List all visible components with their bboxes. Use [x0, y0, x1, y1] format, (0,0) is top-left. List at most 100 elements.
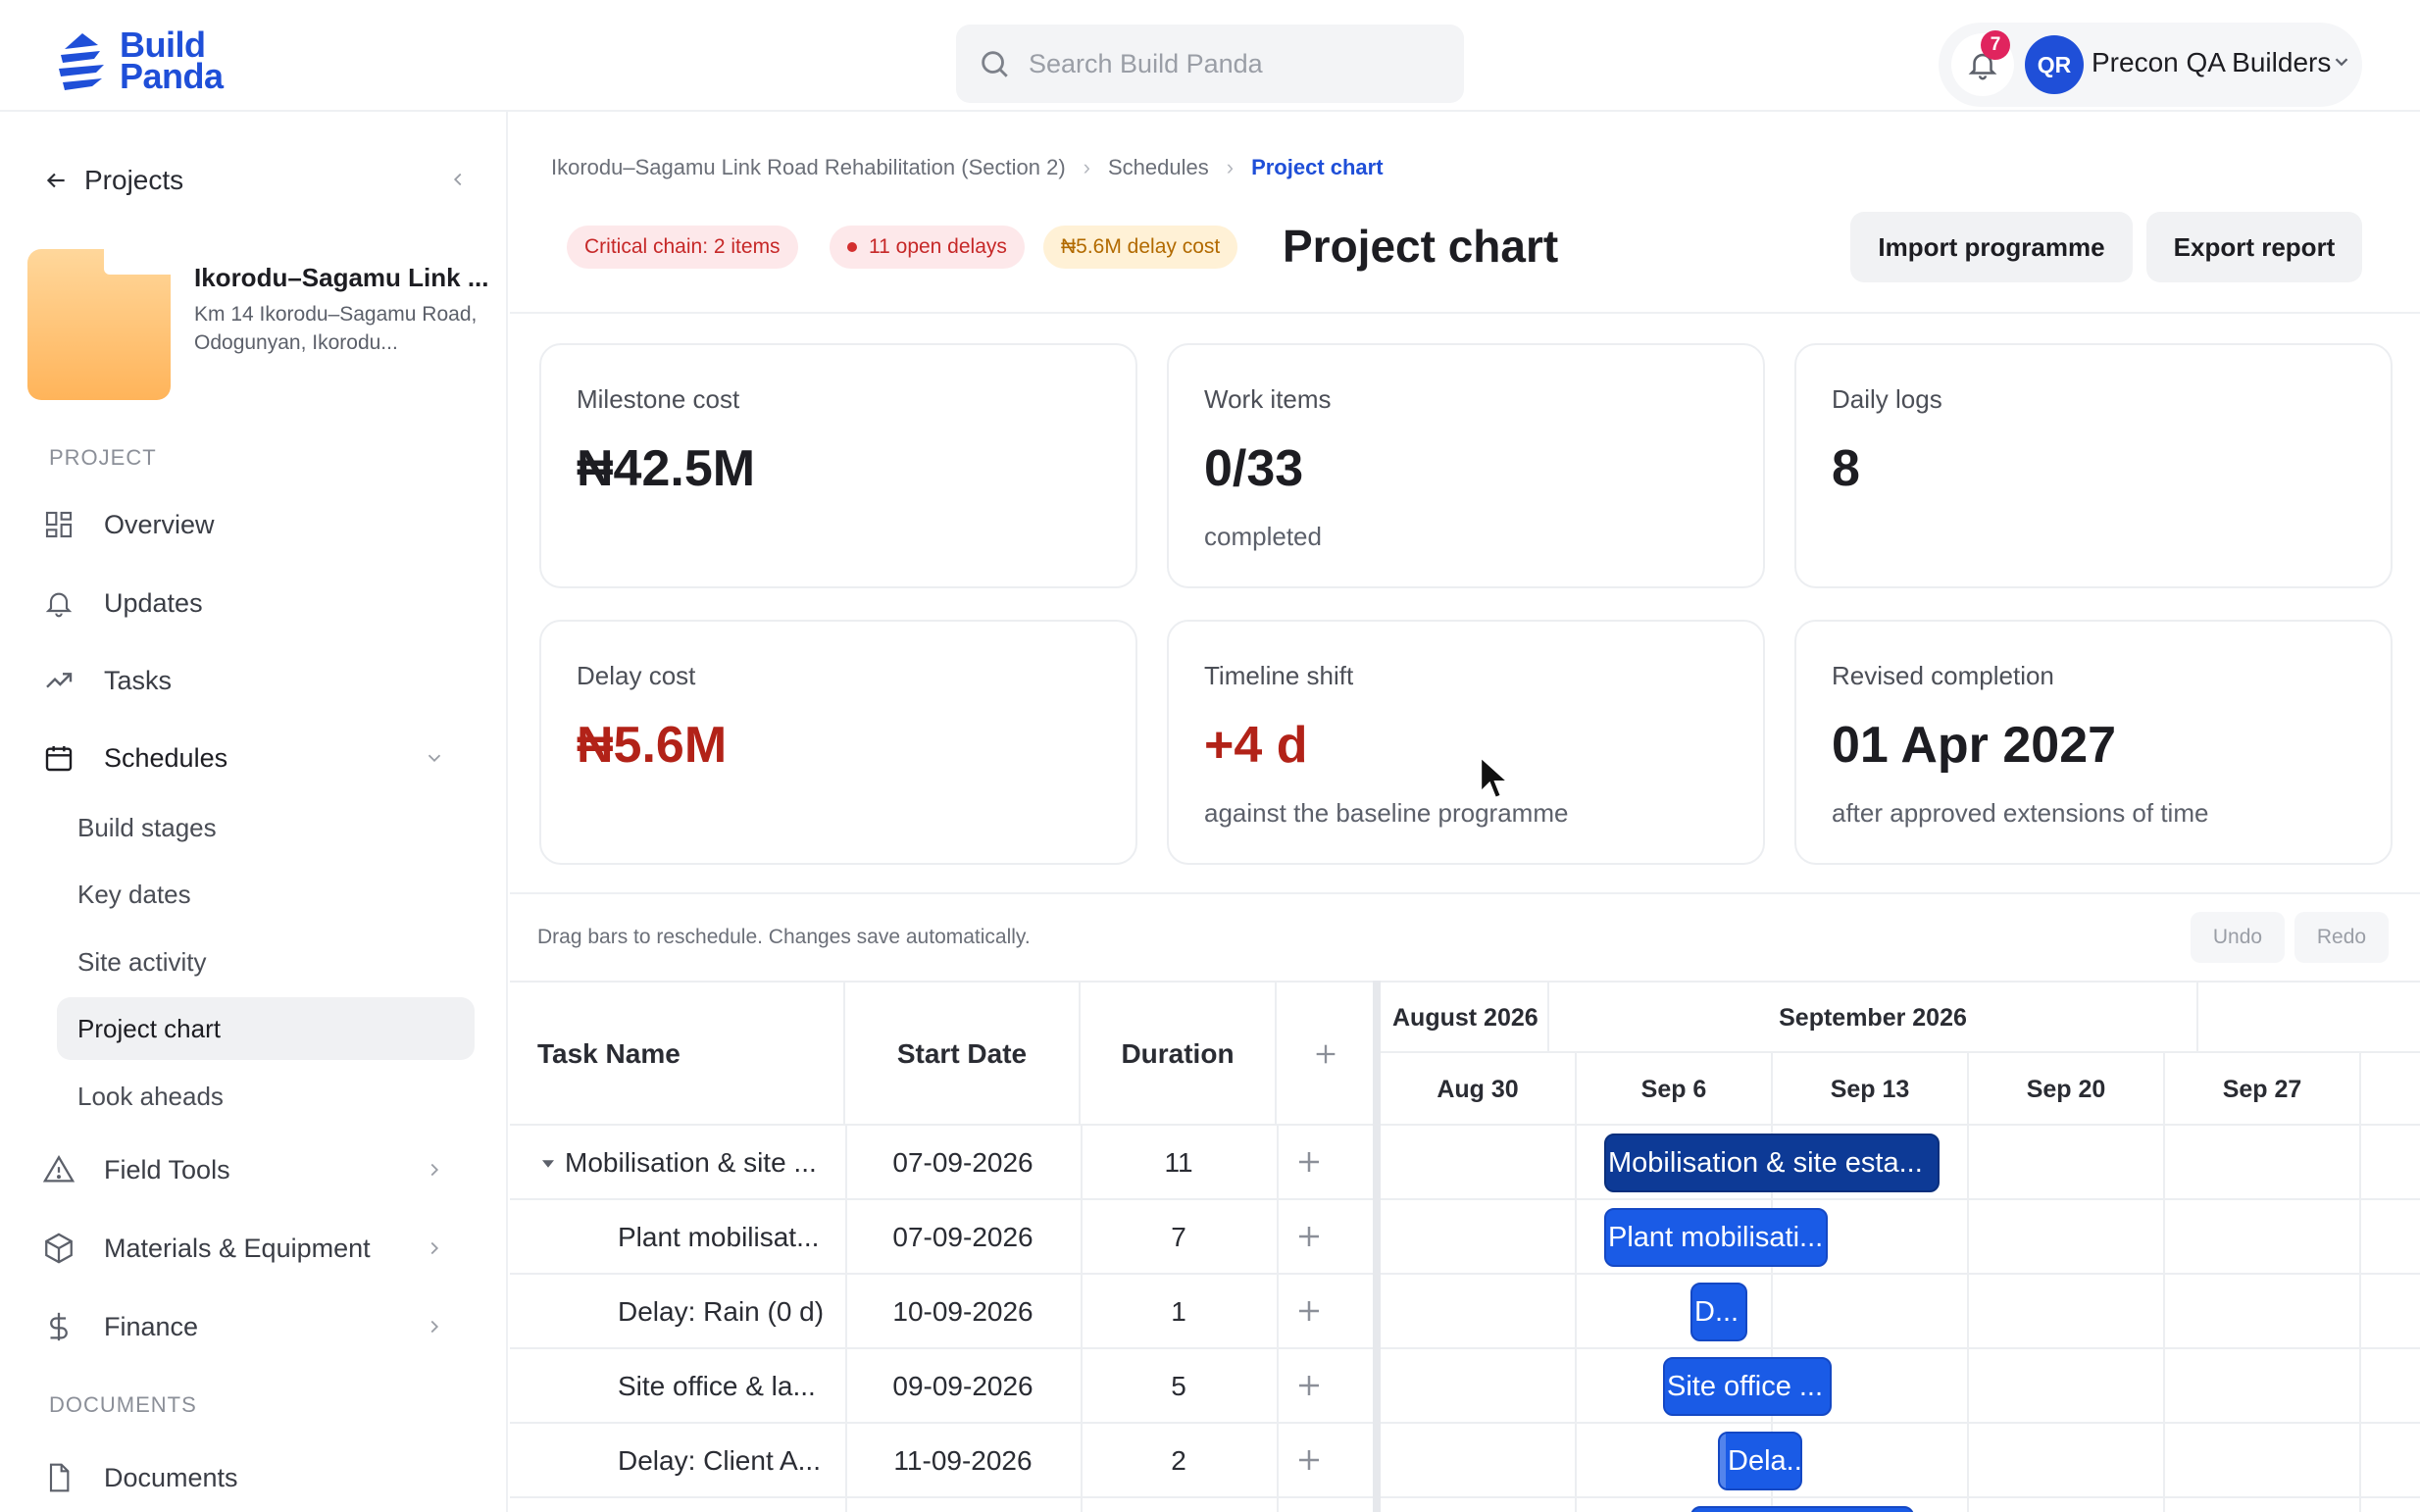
gantt-bar-summary[interactable]: Mobilisation & site esta...	[1604, 1134, 1940, 1192]
top-bar: Build Panda Search Build Panda 7 QR Prec…	[0, 0, 2420, 112]
critical-chain-badge[interactable]: Critical chain: 2 items	[567, 226, 798, 269]
duration-cell[interactable]: 7	[1171, 1222, 1186, 1252]
stat-card-milestone-cost: Milestone cost ₦42.5M	[539, 343, 1137, 588]
redo-button[interactable]: Redo	[2294, 912, 2389, 963]
stat-card-daily-logs: Daily logs 8	[1794, 343, 2393, 588]
sidebar-item-updates[interactable]: Updates	[39, 573, 471, 633]
gantt-hint: Drag bars to reschedule. Changes save au…	[537, 926, 1031, 948]
chevron-right-icon: ›	[1226, 155, 1235, 179]
sidebar-item-label: Updates	[104, 587, 203, 618]
sidebar-subitem-site-activity[interactable]: Site activity	[77, 946, 207, 977]
collapse-triangle-icon[interactable]	[539, 1155, 557, 1173]
start-date-cell[interactable]: 10-09-2026	[892, 1296, 1034, 1327]
add-subtask-plus-icon[interactable]	[1294, 1371, 1324, 1400]
breadcrumb-section[interactable]: Schedules	[1107, 155, 1209, 179]
sidebar-item-schedules[interactable]: Schedules	[39, 728, 471, 788]
avatar[interactable]: QR	[2025, 35, 2084, 94]
table-row[interactable]: Plant mobilisat... 07-09-2026 7	[510, 1200, 1375, 1275]
column-header-start[interactable]: Start Date	[845, 983, 1081, 1126]
gantt-bar-delay[interactable]: D...	[1690, 1283, 1747, 1341]
week-gridline	[1771, 1126, 1773, 1512]
collapse-sidebar-icon[interactable]	[447, 169, 469, 190]
row-gridline	[1381, 1347, 2420, 1349]
duration-cell[interactable]: 2	[1171, 1445, 1186, 1476]
sidebar-subitem-look-aheads[interactable]: Look aheads	[77, 1081, 224, 1111]
sidebar-item-tasks[interactable]: Tasks	[39, 650, 471, 711]
brand-logo[interactable]: Build Panda	[55, 25, 224, 94]
open-delays-text: 11 open delays	[869, 235, 1007, 258]
task-name-cell[interactable]: Delay: Client A...	[618, 1445, 821, 1476]
package-icon	[45, 1233, 73, 1264]
duration-cell[interactable]: 1	[1171, 1296, 1186, 1327]
stat-label: Daily logs	[1832, 384, 1942, 414]
back-to-projects[interactable]: Projects	[43, 165, 183, 196]
start-date-cell[interactable]: 09-09-2026	[892, 1371, 1034, 1401]
gantt-bar-task[interactable]	[1690, 1506, 1914, 1512]
folder-icon	[27, 249, 171, 400]
export-report-button[interactable]: Export report	[2146, 212, 2362, 282]
table-row[interactable]	[510, 1498, 1375, 1512]
chevron-down-icon[interactable]	[2331, 51, 2352, 73]
import-programme-button[interactable]: Import programme	[1850, 212, 2133, 282]
week-gridline	[2163, 1126, 2165, 1512]
gantt-bar-delay[interactable]: Dela...	[1718, 1432, 1802, 1490]
sidebar-item-documents[interactable]: Documents	[39, 1447, 471, 1508]
sidebar-item-materials[interactable]: Materials & Equipment	[39, 1218, 471, 1279]
sidebar-item-finance[interactable]: Finance	[39, 1296, 471, 1357]
sidebar-item-label: Documents	[104, 1462, 238, 1492]
add-subtask-plus-icon[interactable]	[1294, 1222, 1324, 1251]
add-subtask-plus-icon[interactable]	[1294, 1147, 1324, 1177]
task-name-cell[interactable]: Mobilisation & site ...	[565, 1147, 817, 1178]
gantt-bar-task[interactable]: Site office ...	[1663, 1357, 1832, 1416]
start-date-cell[interactable]: 07-09-2026	[892, 1147, 1034, 1178]
task-name-cell[interactable]: Site office & la...	[618, 1371, 816, 1401]
search-input[interactable]: Search Build Panda	[956, 25, 1464, 103]
brand-line-1: Build	[120, 25, 206, 65]
add-subtask-plus-icon[interactable]	[1294, 1296, 1324, 1326]
account-name[interactable]: Precon QA Builders	[2092, 47, 2332, 77]
sidebar-item-overview[interactable]: Overview	[39, 494, 471, 555]
table-row[interactable]: Delay: Rain (0 d) 10-09-2026 1	[510, 1275, 1375, 1349]
add-column-button[interactable]	[1277, 983, 1375, 1126]
drag-handle[interactable]	[1720, 1434, 1726, 1488]
start-date-cell[interactable]: 07-09-2026	[892, 1222, 1034, 1252]
sidebar-subitem-key-dates[interactable]: Key dates	[77, 879, 191, 909]
build-panda-logo-icon	[59, 33, 104, 90]
task-name-cell[interactable]: Delay: Rain (0 d)	[618, 1296, 825, 1327]
breadcrumb-project[interactable]: Ikorodu–Sagamu Link Road Rehabilitation …	[551, 155, 1066, 179]
delay-cost-badge[interactable]: ₦5.6M delay cost	[1043, 226, 1238, 269]
chevron-right-icon: ›	[1083, 155, 1090, 179]
stat-value: 01 Apr 2027	[1832, 717, 2117, 774]
week-header: Aug 30 Sep 6 Sep 13 Sep 20 Sep 27	[1381, 1053, 2420, 1126]
sidebar-subitem-build-stages[interactable]: Build stages	[77, 812, 217, 842]
month-header: August 2026 September 2026	[1381, 983, 2420, 1053]
page-title: Project chart	[1283, 221, 1559, 272]
sidebar-subitem-project-chart[interactable]: Project chart	[57, 997, 475, 1060]
chevron-down-icon	[428, 754, 441, 763]
table-row[interactable]: Mobilisation & site ... 07-09-2026 11	[510, 1126, 1375, 1200]
add-subtask-plus-icon[interactable]	[1294, 1445, 1324, 1475]
duration-cell[interactable]: 11	[1164, 1147, 1193, 1178]
stat-subtext: against the baseline programme	[1204, 798, 1569, 828]
sidebar-item-label: Field Tools	[104, 1154, 230, 1184]
week-gridline	[1575, 1126, 1577, 1512]
table-row[interactable]: Site office & la... 09-09-2026 5	[510, 1349, 1375, 1424]
plus-icon	[1316, 1044, 1336, 1064]
stat-label: Work items	[1204, 384, 1332, 414]
chevron-right-icon	[430, 1241, 439, 1255]
sidebar: Projects Ikorodu–Sagamu Link ... Km 14 I…	[0, 112, 508, 1512]
duration-cell[interactable]: 5	[1171, 1371, 1186, 1401]
table-row[interactable]: Delay: Client A... 11-09-2026 2	[510, 1424, 1375, 1498]
column-header-task[interactable]: Task Name	[510, 983, 845, 1126]
sidebar-item-field-tools[interactable]: Field Tools	[39, 1139, 471, 1200]
column-divider	[1277, 1126, 1279, 1512]
open-delays-badge[interactable]: 11 open delays	[830, 226, 1025, 269]
task-name-cell[interactable]: Plant mobilisat...	[618, 1222, 820, 1252]
undo-button[interactable]: Undo	[2191, 912, 2285, 963]
column-header-duration[interactable]: Duration	[1081, 983, 1277, 1126]
trend-up-icon	[46, 673, 73, 688]
start-date-cell[interactable]: 11-09-2026	[893, 1445, 1033, 1476]
grid-timeline-splitter[interactable]	[1373, 981, 1381, 1512]
gantt-bar-task[interactable]: Plant mobilisati...	[1604, 1208, 1828, 1267]
stat-card-delay-cost: Delay cost ₦5.6M	[539, 620, 1137, 865]
